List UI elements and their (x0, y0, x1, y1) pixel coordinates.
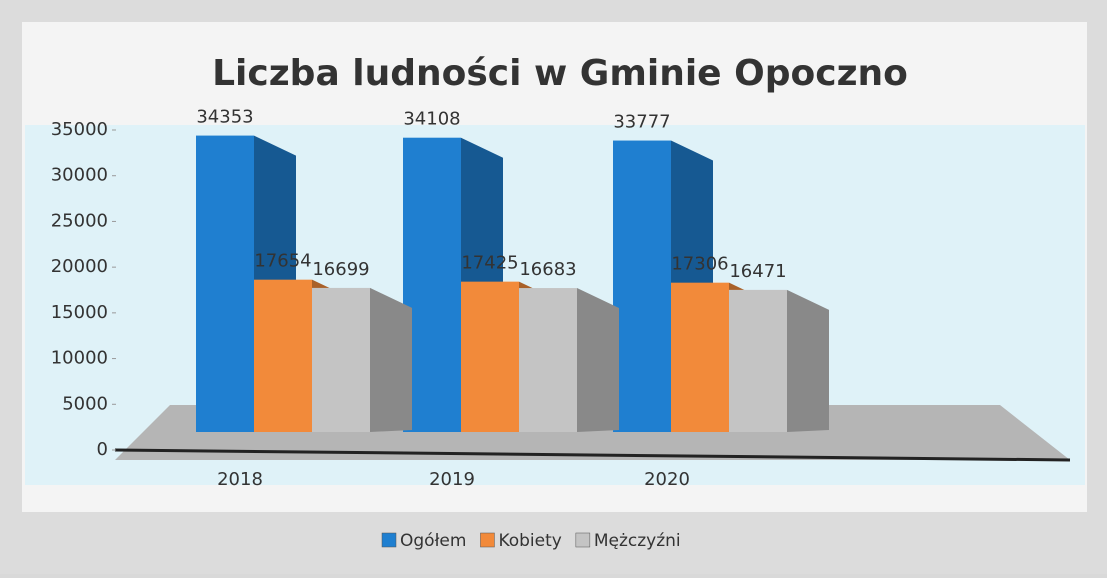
y-tick-label: 25000 (51, 210, 108, 231)
x-tick-label: 2019 (429, 469, 475, 490)
value-label: 16683 (519, 259, 576, 280)
bar (613, 140, 671, 433)
y-tick-label: 0 (97, 439, 108, 460)
bar (729, 289, 787, 432)
bar-side (577, 288, 619, 432)
y-tick-label: 10000 (51, 348, 108, 369)
y-tick-label: 30000 (51, 165, 108, 186)
value-label: 17654 (254, 251, 311, 272)
bar (196, 135, 254, 432)
bar (519, 288, 577, 432)
legend-label: Kobiety (498, 531, 561, 551)
x-tick-label: 2018 (217, 469, 263, 490)
value-label: 34108 (403, 109, 460, 130)
bar (403, 137, 461, 432)
bar (254, 279, 312, 432)
bar-side (370, 287, 412, 432)
legend-swatch (480, 532, 495, 548)
bar (461, 281, 519, 432)
bar-side (787, 289, 829, 432)
legend-label: Mężczyźni (594, 531, 681, 551)
y-tick-label: 20000 (51, 256, 108, 277)
x-tick-label: 2020 (644, 469, 690, 490)
y-tick-label: 15000 (51, 302, 108, 323)
value-label: 34353 (196, 107, 253, 128)
legend-swatch (381, 532, 397, 548)
y-tick-label: 5000 (62, 393, 108, 414)
value-label: 33777 (613, 112, 670, 133)
chart-title: Liczba ludności w Gminie Opoczno (212, 53, 908, 94)
legend-swatch (575, 532, 591, 548)
y-tick-label: 35000 (51, 119, 108, 140)
bar (312, 287, 370, 432)
bar (671, 282, 729, 432)
legend-label: Ogółem (400, 531, 466, 551)
baseline (114, 448, 1071, 462)
value-label: 16471 (729, 261, 786, 282)
value-label: 17306 (671, 254, 728, 275)
value-label: 17425 (461, 253, 518, 274)
value-label: 16699 (312, 259, 369, 280)
